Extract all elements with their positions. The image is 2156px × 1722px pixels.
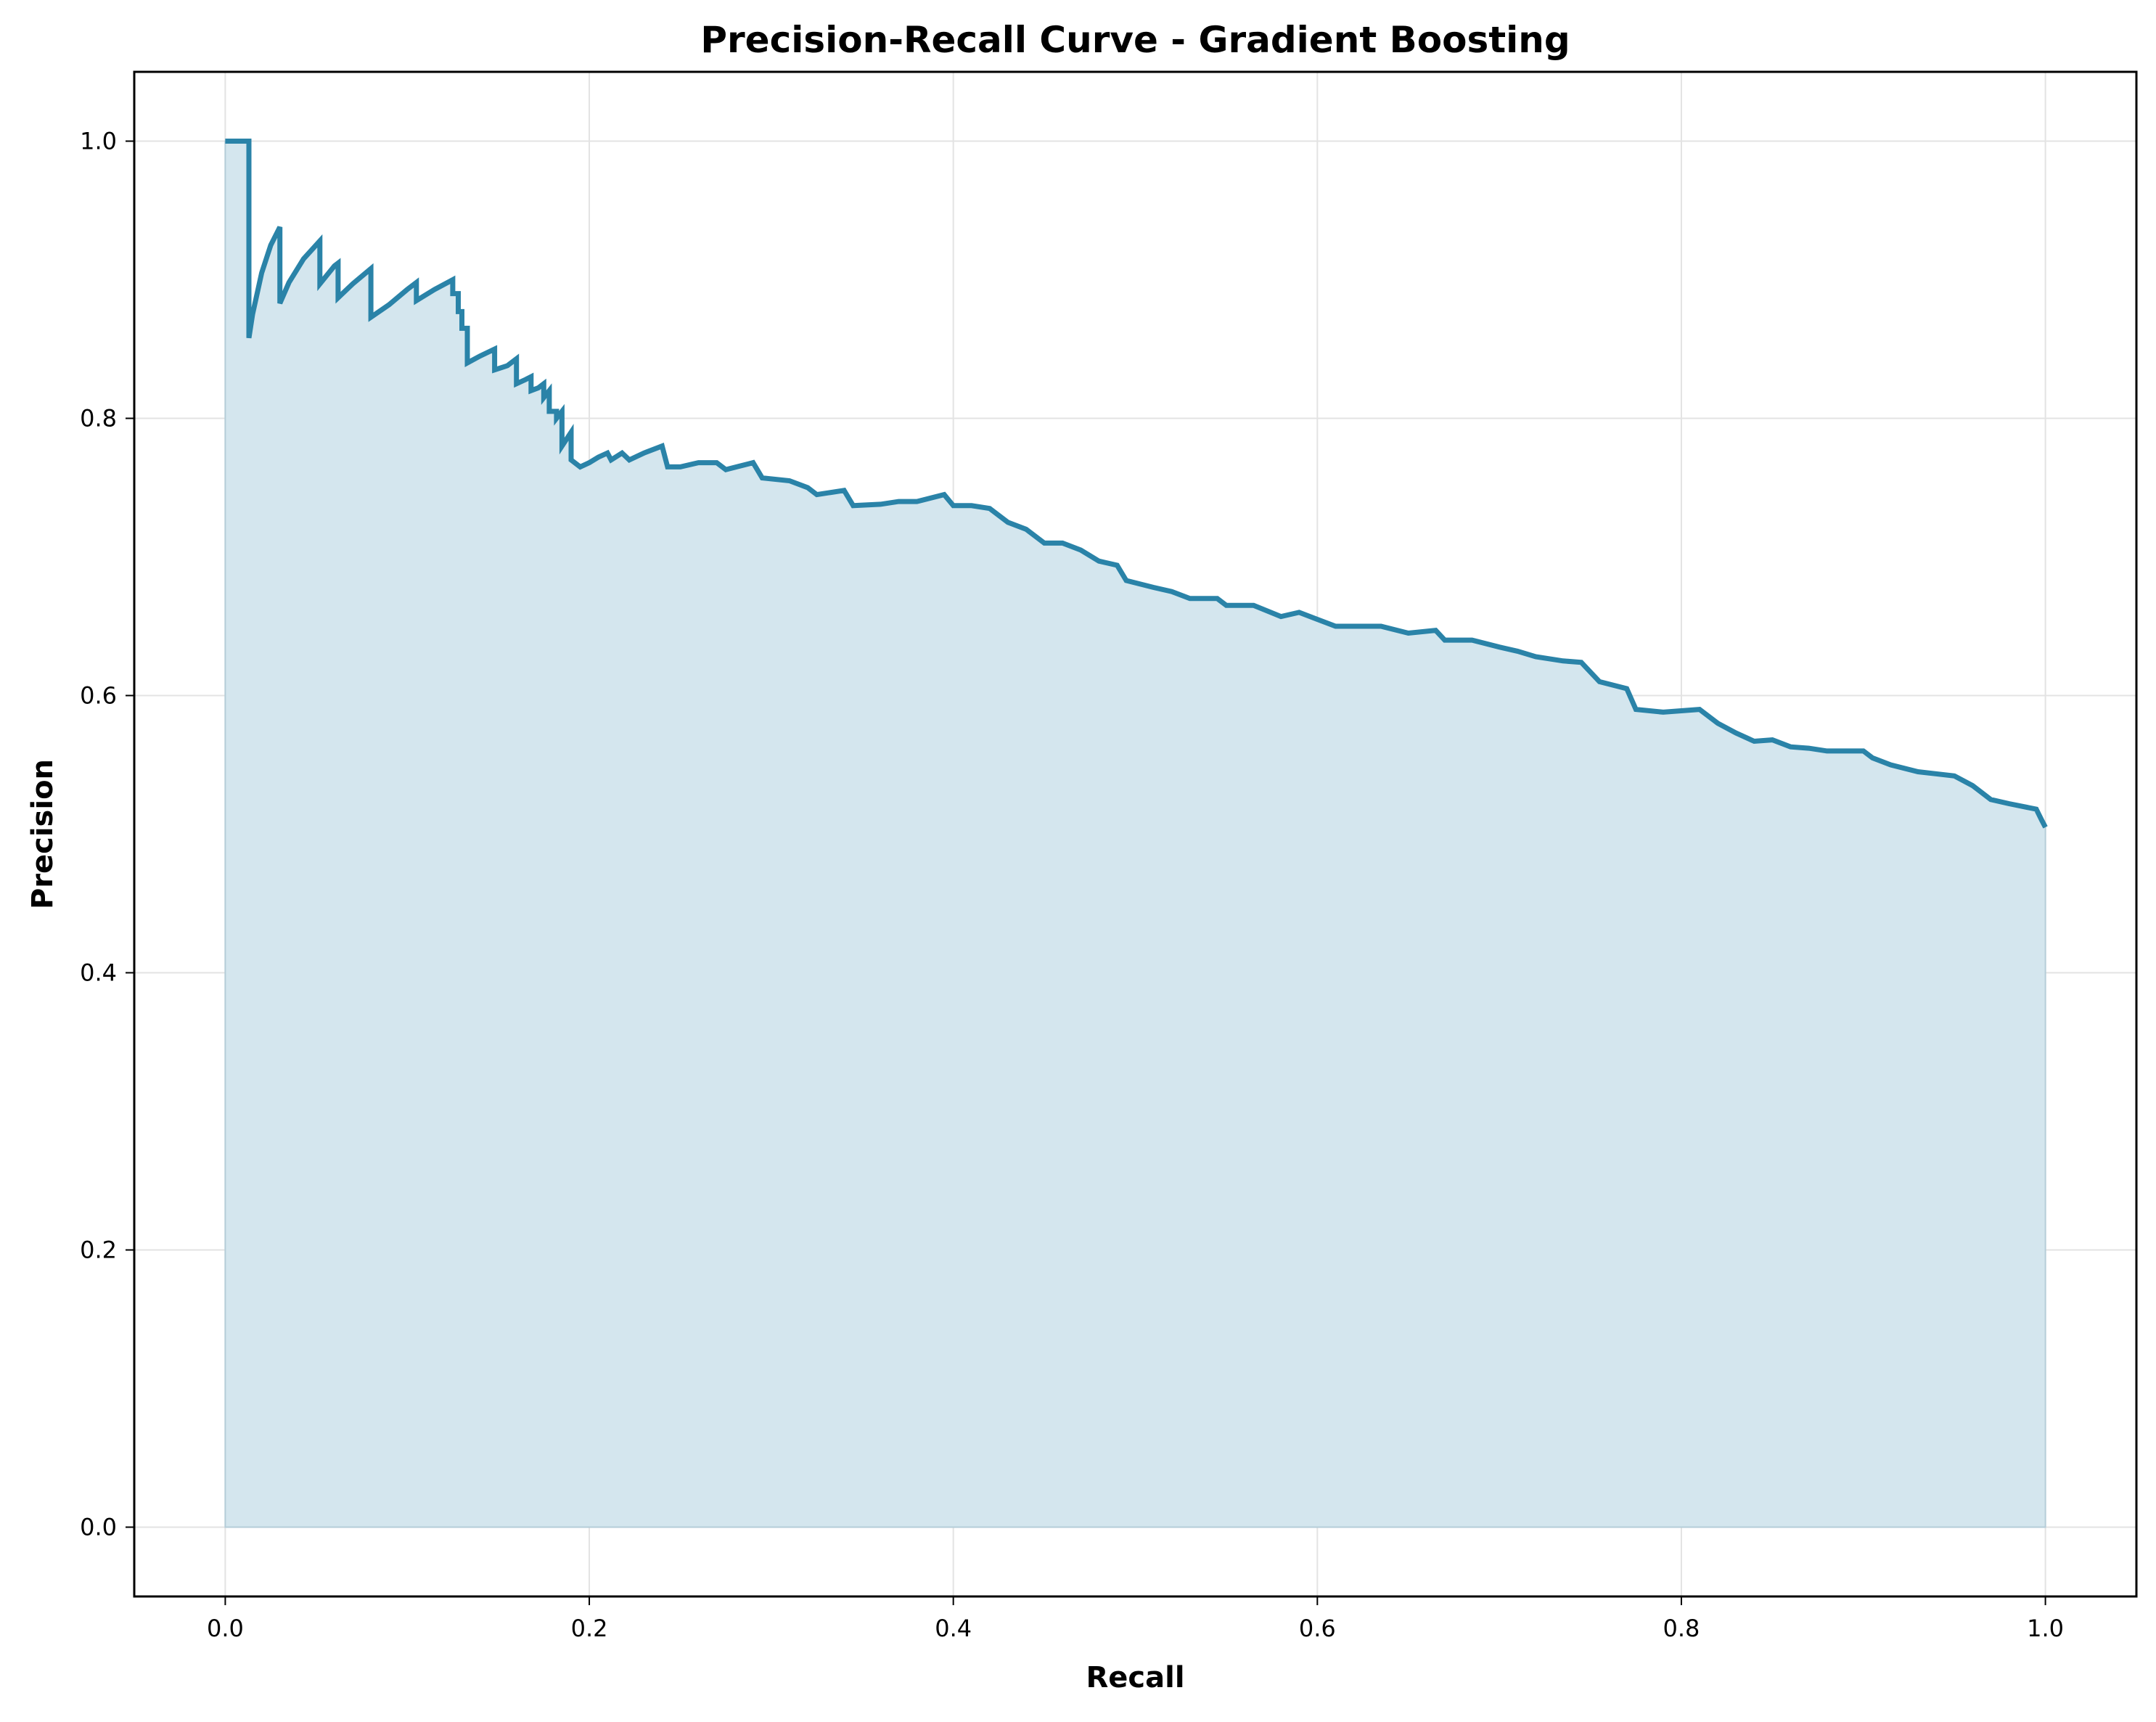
x-tick-label: 0.6 (1299, 1615, 1336, 1642)
plot-frame (133, 70, 2138, 1598)
y-tick-label: 0.2 (80, 1237, 117, 1264)
y-tick-label: 1.0 (80, 128, 117, 155)
y-tick-label: 0.0 (80, 1514, 117, 1541)
y-axis-ticks: 0.0 0.2 0.4 0.6 0.8 1.0 (80, 128, 134, 1541)
x-axis-label: Recall (1086, 1661, 1184, 1694)
y-tick-label: 0.4 (80, 959, 117, 987)
x-tick-label: 0.8 (1663, 1615, 1700, 1642)
y-axis-label: Precision (26, 759, 60, 909)
x-tick-label: 0.2 (571, 1615, 608, 1642)
x-axis-ticks: 0.0 0.2 0.4 0.6 0.8 1.0 (207, 1596, 2064, 1642)
chart-title: Precision-Recall Curve - Gradient Boosti… (700, 19, 1570, 61)
y-tick-label: 0.8 (80, 405, 117, 432)
x-tick-label: 1.0 (2027, 1615, 2064, 1642)
precision-recall-line (225, 139, 2048, 829)
x-tick-label: 0.4 (935, 1615, 972, 1642)
area-under-curve (224, 140, 2046, 1528)
y-tick-label: 0.6 (80, 682, 117, 710)
x-tick-label: 0.0 (207, 1615, 244, 1642)
